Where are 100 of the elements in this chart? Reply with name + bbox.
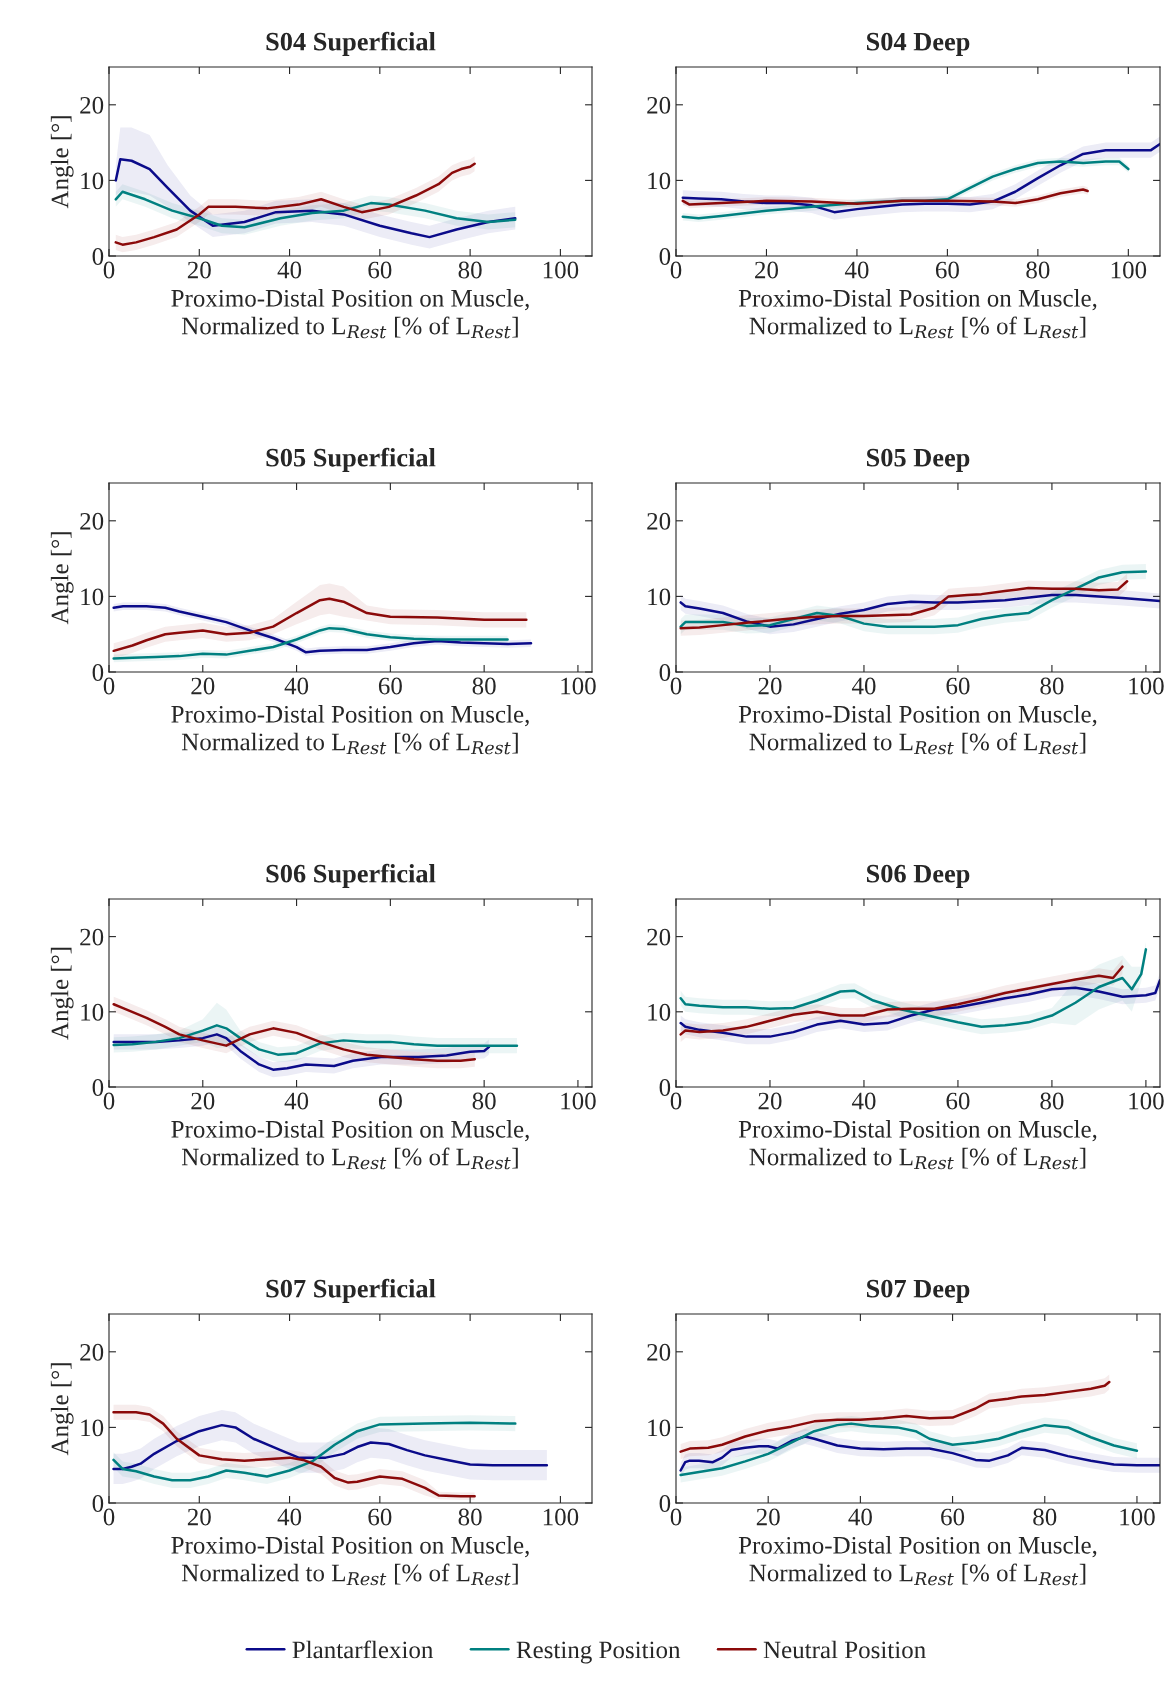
x-tick-label: 40 bbox=[277, 1508, 302, 1526]
legend-label: Neutral Position bbox=[763, 1640, 926, 1659]
x-tick-label: 40 bbox=[284, 677, 309, 695]
line-series bbox=[679, 593, 1160, 628]
x-tick-label: 100 bbox=[543, 1508, 579, 1526]
x-axis-title: Proximo-Distal Position on Muscle, Normalized to L$_{Rest}$ [% of L$_{Rest}$] bbox=[171, 1536, 529, 1586]
x-tick-label: 100 bbox=[1111, 261, 1147, 279]
y-tick-label: 0 bbox=[659, 664, 671, 681]
y-axis-title: Angle [°] bbox=[50, 116, 74, 209]
y-tick-label: 20 bbox=[647, 96, 671, 114]
x-tick-label: 20 bbox=[187, 1508, 211, 1526]
x-tick-label: 80 bbox=[1033, 1508, 1057, 1526]
y-tick-label: 20 bbox=[80, 96, 104, 114]
chart-title: S04 Superficial bbox=[266, 31, 436, 56]
x-tick-label: 60 bbox=[946, 1092, 970, 1110]
line-series bbox=[679, 580, 1129, 630]
x-axis-title: Proximo-Distal Position on Muscle, Normalized to L$_{Rest}$ [% of L$_{Rest}$] bbox=[738, 289, 1097, 339]
chart-title: S07 Deep bbox=[867, 1279, 970, 1303]
y-tick-label: 0 bbox=[92, 1495, 104, 1512]
x-tick-label: 60 bbox=[368, 261, 392, 279]
y-tick-label: 10 bbox=[81, 1419, 104, 1437]
y-tick-label: 0 bbox=[659, 1079, 671, 1096]
x-tick-label: 100 bbox=[1129, 1092, 1164, 1110]
y-tick-label: 20 bbox=[647, 1343, 671, 1361]
x-tick-label: 60 bbox=[368, 1508, 392, 1526]
y-axis-title: Angle [°] bbox=[50, 1363, 74, 1456]
y-tick-label: 10 bbox=[81, 1003, 104, 1021]
y-tick-label: 0 bbox=[92, 1079, 104, 1096]
y-tick-label: 0 bbox=[659, 1495, 671, 1512]
x-tick-label: 80 bbox=[458, 261, 482, 279]
x-tick-label: 60 bbox=[946, 677, 970, 695]
y-tick-label: 10 bbox=[81, 172, 104, 190]
x-tick-label: 60 bbox=[941, 1508, 965, 1526]
chart-title: S06 Superficial bbox=[266, 863, 436, 888]
x-tick-label: 0 bbox=[103, 261, 115, 279]
x-tick-label: 60 bbox=[935, 261, 959, 279]
x-axis-title: Proximo-Distal Position on Muscle, Normalized to L$_{Rest}$ [% of L$_{Rest}$] bbox=[738, 1536, 1097, 1586]
y-tick-label: 0 bbox=[659, 248, 671, 265]
x-tick-label: 80 bbox=[472, 677, 496, 695]
chart-title: S06 Deep bbox=[867, 864, 970, 888]
x-tick-label: 40 bbox=[851, 1092, 876, 1110]
chart-title: S05 Superficial bbox=[266, 447, 436, 472]
y-tick-label: 20 bbox=[647, 512, 671, 530]
x-tick-label: 100 bbox=[1120, 1508, 1155, 1526]
x-tick-label: 40 bbox=[284, 1092, 309, 1110]
line-series bbox=[114, 190, 517, 229]
x-tick-label: 20 bbox=[191, 677, 215, 695]
y-tick-label: 10 bbox=[648, 588, 671, 606]
x-tick-label: 60 bbox=[378, 677, 402, 695]
x-tick-label: 40 bbox=[851, 677, 876, 695]
x-tick-label: 40 bbox=[277, 261, 302, 279]
x-tick-label: 80 bbox=[458, 1508, 482, 1526]
y-tick-label: 20 bbox=[647, 928, 671, 946]
x-tick-label: 60 bbox=[378, 1092, 402, 1110]
line-series bbox=[679, 1422, 1139, 1477]
x-tick-label: 0 bbox=[670, 1092, 682, 1110]
x-tick-label: 0 bbox=[103, 1508, 115, 1526]
y-tick-label: 20 bbox=[80, 512, 104, 530]
x-tick-label: 40 bbox=[848, 1508, 872, 1526]
line-series bbox=[112, 1024, 519, 1056]
line-series bbox=[112, 1423, 549, 1471]
y-axis-title: Angle [°] bbox=[50, 947, 74, 1040]
x-tick-label: 20 bbox=[755, 261, 779, 279]
line-series bbox=[112, 1421, 517, 1482]
legend-label: Resting Position bbox=[516, 1641, 681, 1664]
chart-title: S07 Superficial bbox=[266, 1278, 436, 1303]
x-tick-label: 100 bbox=[561, 1092, 596, 1110]
chart-title: S05 Deep bbox=[867, 448, 970, 472]
x-tick-label: 80 bbox=[472, 1092, 496, 1110]
x-axis-title: Proximo-Distal Position on Muscle, Normalized to L$_{Rest}$ [% of L$_{Rest}$] bbox=[171, 289, 529, 339]
x-tick-label: 100 bbox=[561, 677, 596, 695]
x-axis-title: Proximo-Distal Position on Muscle, Normalized to L$_{Rest}$ [% of L$_{Rest}$] bbox=[171, 705, 529, 755]
line-series bbox=[679, 570, 1148, 628]
x-tick-label: 20 bbox=[191, 1092, 215, 1110]
x-tick-label: 20 bbox=[758, 677, 782, 695]
x-axis-title: Proximo-Distal Position on Muscle, Normalized to L$_{Rest}$ [% of L$_{Rest}$] bbox=[738, 705, 1097, 755]
x-tick-label: 0 bbox=[670, 1508, 682, 1526]
x-tick-label: 80 bbox=[1026, 261, 1050, 279]
x-tick-label: 0 bbox=[103, 677, 115, 695]
x-tick-label: 40 bbox=[844, 261, 869, 279]
x-tick-label: 0 bbox=[103, 1092, 115, 1110]
y-axis-title: Angle [°] bbox=[50, 532, 74, 625]
line-series bbox=[679, 1435, 1160, 1472]
y-tick-label: 0 bbox=[92, 248, 104, 265]
line-series bbox=[679, 978, 1160, 1038]
x-tick-label: 0 bbox=[670, 261, 682, 279]
x-tick-label: 100 bbox=[543, 261, 579, 279]
y-tick-label: 0 bbox=[92, 664, 104, 681]
line-series bbox=[679, 1380, 1111, 1453]
y-tick-label: 20 bbox=[80, 928, 104, 946]
y-tick-label: 10 bbox=[648, 1003, 671, 1021]
x-tick-label: 80 bbox=[1040, 1092, 1064, 1110]
legend-label: Plantarflexion bbox=[292, 1640, 434, 1659]
x-tick-label: 0 bbox=[670, 677, 682, 695]
x-axis-title: Proximo-Distal Position on Muscle, Normalized to L$_{Rest}$ [% of L$_{Rest}$] bbox=[171, 1120, 529, 1170]
y-tick-label: 20 bbox=[80, 1343, 104, 1361]
y-tick-label: 10 bbox=[648, 1419, 671, 1437]
y-tick-label: 10 bbox=[648, 172, 671, 190]
x-tick-label: 80 bbox=[1040, 677, 1064, 695]
y-tick-label: 10 bbox=[81, 588, 104, 606]
